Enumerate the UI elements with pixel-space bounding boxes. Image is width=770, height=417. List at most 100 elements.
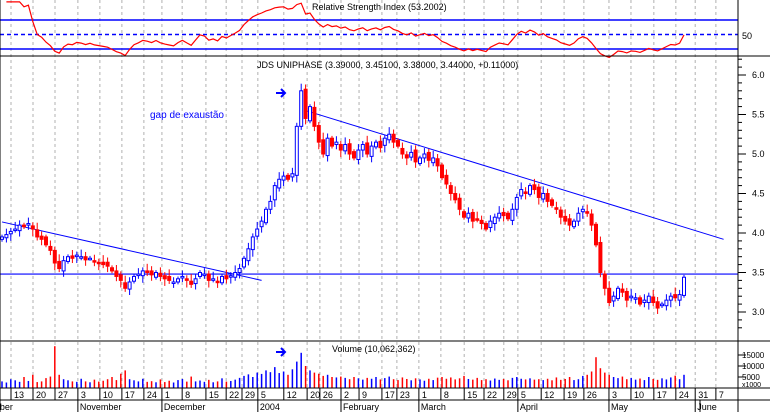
x-tick-label: 20 <box>310 390 320 400</box>
candle-body <box>255 228 260 237</box>
x-tick-label: 17 <box>125 390 135 400</box>
candle-body <box>682 276 686 296</box>
candle-body <box>514 196 519 210</box>
price-panel <box>0 83 738 314</box>
y-tick-label: 3.5 <box>752 268 765 278</box>
candle-body <box>237 268 242 273</box>
candle-body <box>572 220 576 228</box>
candle-body <box>638 297 642 305</box>
candle-body <box>343 144 348 152</box>
x-tick-label: 9 <box>362 390 367 400</box>
candle-body <box>4 234 9 239</box>
candle-body <box>114 270 119 277</box>
x-tick-label: 22 <box>487 390 497 400</box>
candle-body <box>325 137 330 157</box>
candle-body <box>316 125 321 143</box>
candle-body <box>660 303 664 307</box>
annotation-gap: gap de exaustão <box>150 110 224 121</box>
month-label: May <box>611 402 629 412</box>
candle-body <box>550 199 554 206</box>
candle-body <box>541 193 546 200</box>
candle-body <box>338 144 343 151</box>
candle-body <box>264 208 268 224</box>
candle-body <box>409 151 414 158</box>
candle-body <box>611 295 616 302</box>
month-label: April <box>520 402 538 412</box>
candle-body <box>567 218 572 226</box>
candle-body <box>79 256 84 259</box>
grid-lines <box>10 0 717 388</box>
x-tick-label: 20 <box>36 390 46 400</box>
candle-body <box>391 133 396 143</box>
candle-body <box>642 299 647 304</box>
candle-body <box>167 275 172 281</box>
candle-body <box>206 273 211 281</box>
candle-body <box>220 275 224 284</box>
chart-title: JDS UNIPHASE (3.39000, 3.45100, 3.38000,… <box>257 60 518 70</box>
candle-body <box>558 209 563 218</box>
x-tick-label: 3 <box>81 390 86 400</box>
candle-body <box>347 143 352 155</box>
x-tick-label: 1 <box>165 390 170 400</box>
candle-body <box>457 197 462 210</box>
candle-body <box>413 149 418 163</box>
volume-tick-label: 10000 <box>742 362 765 371</box>
candle-body <box>360 144 365 151</box>
arrow-icon <box>276 88 287 98</box>
candle-body <box>365 142 370 155</box>
candle-body <box>492 216 497 225</box>
candle-body <box>127 281 132 290</box>
candle-body <box>536 186 541 198</box>
candle-body <box>140 270 145 277</box>
month-label: June <box>697 402 717 412</box>
month-label: November <box>80 402 122 412</box>
candle-body <box>646 295 651 304</box>
x-tick-label: 29 <box>507 390 517 400</box>
candle-body <box>22 224 26 228</box>
candle-body <box>35 229 40 238</box>
candle-body <box>563 215 568 222</box>
candle-body <box>673 294 678 299</box>
volume-panel <box>1 346 685 388</box>
x-tick-label: 15 <box>467 390 477 400</box>
y-tick-label: 5.0 <box>752 149 765 159</box>
candle-body <box>418 157 422 164</box>
x-tick-label: 31 <box>698 390 708 400</box>
candle-body <box>8 230 13 235</box>
candle-body <box>145 270 150 274</box>
candle-body <box>193 278 198 285</box>
candle-body <box>101 261 106 266</box>
candle-body <box>369 145 374 157</box>
volume-title: Volume (10,062,362) <box>332 344 416 354</box>
candle-body <box>246 248 251 262</box>
candle-body <box>576 212 581 222</box>
candle-body <box>668 295 673 301</box>
candle-body <box>13 228 18 232</box>
x-tick-label: 2 <box>344 390 349 400</box>
candle-body <box>312 106 317 127</box>
trendline <box>305 110 724 240</box>
candle-body <box>440 164 444 179</box>
candle-body <box>528 185 532 195</box>
month-label: February <box>343 402 380 412</box>
x-tick-label: 22 <box>229 390 239 400</box>
volume-unit-label: x1000 <box>742 382 761 389</box>
x-tick-label: 10 <box>103 390 113 400</box>
candle-body <box>74 254 79 258</box>
x-tick-label: 23 <box>400 390 410 400</box>
x-tick-label: 29 <box>245 390 255 400</box>
candle-body <box>286 174 290 180</box>
x-tick-label: 3 <box>612 390 617 400</box>
candle-body <box>198 272 202 277</box>
x-tick-label: 8 <box>444 390 449 400</box>
candle-body <box>519 189 524 197</box>
candle-body <box>616 287 620 300</box>
candle-body <box>664 299 669 307</box>
candle-body <box>501 211 506 217</box>
candle-body <box>400 147 405 155</box>
candle-body <box>598 241 603 273</box>
candle-body <box>88 257 92 261</box>
candle-body <box>30 225 35 230</box>
x-tick-label: 17 <box>657 390 667 400</box>
candle-body <box>215 280 220 284</box>
